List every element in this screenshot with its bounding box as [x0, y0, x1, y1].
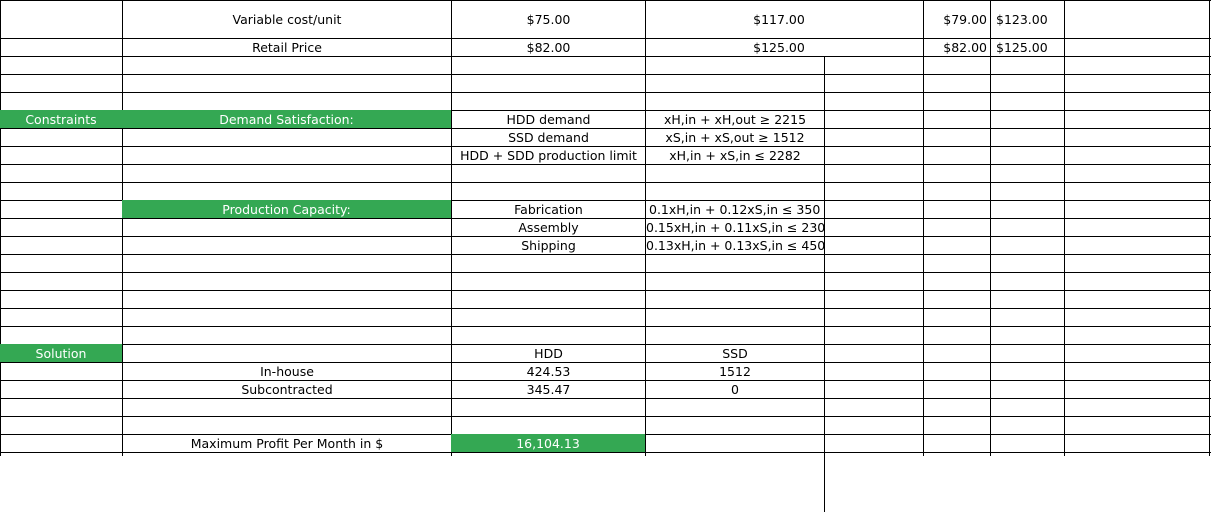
constraints-header[interactable]: Constraints — [0, 110, 123, 129]
subcontracted-label[interactable]: Subcontracted — [241, 382, 333, 397]
capacity-name-fabrication[interactable]: Fabrication — [514, 202, 583, 217]
variable-cost-alt-ssd[interactable]: $123.00 — [996, 12, 1048, 27]
subcontracted-ssd-value[interactable]: 0 — [731, 382, 739, 397]
retail-price-ssd[interactable]: $125.00 — [753, 40, 805, 55]
capacity-name-assembly[interactable]: Assembly — [518, 220, 579, 235]
constraint-formula-ssd-demand[interactable]: xS,in + xS,out ≥ 1512 — [665, 130, 805, 145]
retail-price-hdd[interactable]: $82.00 — [526, 40, 571, 55]
retail-price-label[interactable]: Retail Price — [252, 40, 322, 55]
variable-cost-hdd[interactable]: $75.00 — [526, 12, 571, 27]
max-profit-value[interactable]: 16,104.13 — [451, 434, 646, 453]
max-profit-label[interactable]: Maximum Profit Per Month in $ — [190, 436, 384, 451]
variable-cost-label[interactable]: Variable cost/unit — [232, 12, 342, 27]
constraint-formula-production-limit[interactable]: xH,in + xS,in ≤ 2282 — [669, 148, 801, 163]
demand-satisfaction-label[interactable]: Demand Satisfaction: — [122, 110, 452, 129]
inhouse-label[interactable]: In-house — [260, 364, 314, 379]
capacity-name-shipping[interactable]: Shipping — [521, 238, 576, 253]
solution-col-ssd[interactable]: SSD — [722, 346, 748, 361]
capacity-formula-assembly[interactable]: 0.15xH,in + 0.11xS,in ≤ 230 — [646, 220, 825, 235]
variable-cost-ssd[interactable]: $117.00 — [753, 12, 805, 27]
retail-price-alt-hdd[interactable]: $82.00 — [943, 40, 987, 55]
variable-cost-alt-hdd[interactable]: $79.00 — [943, 12, 987, 27]
capacity-formula-fabrication[interactable]: 0.1xH,in + 0.12xS,in ≤ 350 — [649, 202, 821, 217]
production-capacity-label[interactable]: Production Capacity: — [122, 200, 452, 219]
constraint-formula-hdd-demand[interactable]: xH,in + xH,out ≥ 2215 — [663, 112, 807, 127]
solution-col-hdd[interactable]: HDD — [534, 346, 563, 361]
retail-price-alt-ssd[interactable]: $125.00 — [996, 40, 1048, 55]
constraint-name-production-limit[interactable]: HDD + SDD production limit — [460, 148, 637, 163]
constraint-name-ssd-demand[interactable]: SSD demand — [508, 130, 589, 145]
inhouse-hdd-value[interactable]: 424.53 — [526, 364, 571, 379]
solution-header[interactable]: Solution — [0, 344, 123, 363]
constraint-name-hdd-demand[interactable]: HDD demand — [506, 112, 591, 127]
subcontracted-hdd-value[interactable]: 345.47 — [526, 382, 571, 397]
capacity-formula-shipping[interactable]: 0.13xH,in + 0.13xS,in ≤ 450 — [646, 238, 825, 253]
inhouse-ssd-value[interactable]: 1512 — [719, 364, 751, 379]
